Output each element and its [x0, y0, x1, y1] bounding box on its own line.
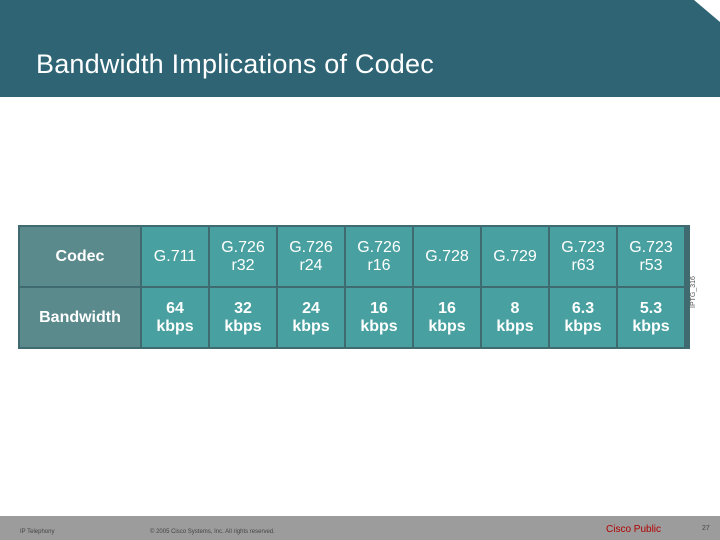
bandwidth-cell: 16 kbps [346, 288, 412, 347]
bandwidth-cell: 5.3 kbps [618, 288, 684, 347]
codec-cell: G.728 [414, 227, 480, 286]
bandwidth-cell: 24 kbps [278, 288, 344, 347]
bandwidth-row-label: Bandwidth [20, 288, 140, 347]
codec-cell: G.726 r32 [210, 227, 276, 286]
bandwidth-cell: 8 kbps [482, 288, 548, 347]
bandwidth-cell: 16 kbps [414, 288, 480, 347]
footer-course-name: IP Telephony [20, 529, 55, 535]
bandwidth-cell: 32 kbps [210, 288, 276, 347]
codec-row: Codec G.711 G.726 r32 G.726 r24 G.726 r16 G… [18, 227, 690, 286]
codec-cell: G.726 r16 [346, 227, 412, 286]
slide-title: Bandwidth Implications of Codec [36, 49, 434, 79]
header-corner-notch [694, 0, 720, 22]
codec-row-label: Codec [20, 227, 140, 286]
slide-footer: IP Telephony © 2005 Cisco Systems, Inc. … [0, 516, 720, 540]
footer-page-number: 27 [702, 525, 710, 532]
codec-table: Codec G.711 G.726 r32 G.726 r24 G.726 r16 G… [18, 225, 690, 349]
bandwidth-cell: 6.3 kbps [550, 288, 616, 347]
codec-cell: G.729 [482, 227, 548, 286]
footer-copyright: © 2005 Cisco Systems, Inc. All rights re… [150, 529, 275, 535]
bandwidth-cell: 64 kbps [142, 288, 208, 347]
figure-code: IPTG_316 [690, 276, 697, 308]
codec-cell: G.711 [142, 227, 208, 286]
slide-header: Bandwidth Implications of Codec [0, 0, 720, 97]
bandwidth-row: Bandwidth 64 kbps 32 kbps 24 kbps 16 kbps 16… [18, 288, 690, 347]
codec-cell: G.723 r53 [618, 227, 684, 286]
codec-cell: G.723 r63 [550, 227, 616, 286]
codec-cell: G.726 r24 [278, 227, 344, 286]
footer-classification: Cisco Public [606, 524, 662, 535]
